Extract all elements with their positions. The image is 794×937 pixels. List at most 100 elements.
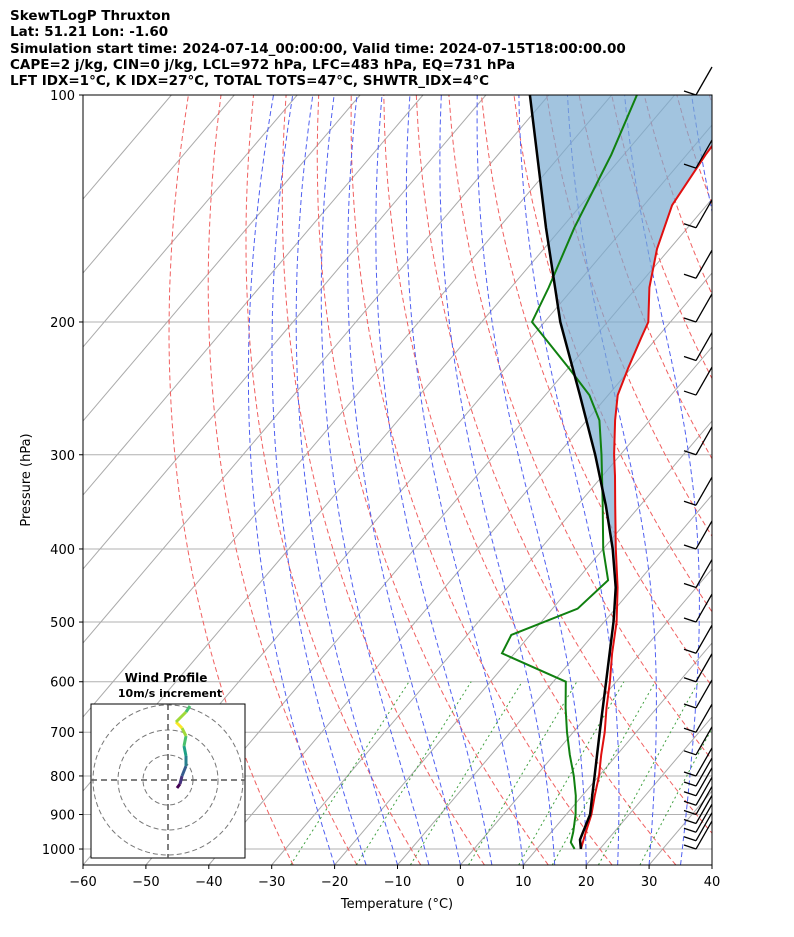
isotherm-line	[334, 420, 712, 865]
wind-barb	[695, 795, 713, 824]
dry-adiabat	[281, 95, 485, 865]
wind-barb	[695, 199, 713, 229]
chart-header: SkewTLogP Thruxton Lat: 51.21 Lon: -1.60…	[10, 8, 626, 89]
wind-barb	[695, 786, 713, 815]
wind-barb-flag	[683, 450, 697, 456]
wind-barb-flag	[683, 771, 697, 777]
hodograph-segment	[184, 705, 192, 713]
x-tick-label: 20	[578, 875, 595, 890]
wind-barb-flag	[683, 90, 697, 96]
moist-adiabat	[405, 95, 524, 865]
wind-barb	[695, 139, 713, 169]
wind-barb-flag	[683, 390, 697, 396]
x-tick-label: −10	[384, 875, 411, 890]
dry-adiabat	[448, 95, 712, 761]
dry-adiabat	[245, 95, 422, 865]
dry-adiabat	[316, 95, 549, 865]
wind-barb	[695, 593, 713, 623]
hodograph-segment	[182, 745, 188, 757]
wind-barb	[695, 476, 713, 506]
wind-barb	[695, 426, 713, 456]
dry-adiabat	[578, 95, 712, 460]
wind-barb	[695, 366, 713, 396]
isotherm-line	[83, 95, 361, 422]
moist-adiabat	[347, 95, 461, 865]
wind-profile-inset: Wind Profile 10m/s increment	[90, 671, 246, 859]
hodograph-segment	[174, 710, 188, 724]
wind-barbs	[683, 66, 713, 850]
y-tick-label: 200	[50, 316, 75, 331]
hodograph-segment	[180, 727, 188, 737]
y-tick-label: 600	[50, 676, 75, 691]
y-tick-label: 500	[50, 616, 75, 631]
wind-barb-flag	[683, 500, 697, 506]
isotherm-line	[460, 568, 712, 865]
wind-barb	[695, 757, 713, 787]
parcel-line	[528, 95, 617, 850]
wind-barb-flag	[683, 818, 697, 825]
y-tick-label: 100	[50, 89, 75, 104]
x-tick-label: 0	[456, 875, 464, 890]
x-tick-label: 40	[704, 875, 721, 890]
moist-adiabat	[271, 95, 367, 865]
wind-barb-flag	[683, 800, 697, 806]
wind-barb	[695, 726, 713, 756]
dry-adiabat	[708, 95, 712, 106]
temperature-line	[579, 144, 712, 850]
wind-barb	[695, 559, 713, 588]
y-tick-label: 300	[50, 449, 75, 464]
moist-adiabat	[375, 95, 493, 865]
wind-barb-flag	[683, 791, 697, 797]
wind-barb-flag	[683, 355, 697, 362]
wind-barb-flag	[683, 223, 697, 229]
wind-barb-flag	[683, 703, 697, 709]
time-text: Simulation start time: 2024-07-14_00:00:…	[10, 40, 626, 57]
x-tick-label: −40	[195, 875, 222, 890]
y-tick-label: 800	[50, 770, 75, 785]
indices-text-2: LFT IDX=1°C, K IDX=27°C, TOTAL TOTS=47°C…	[10, 73, 490, 90]
dry-adiabat	[676, 95, 712, 206]
cape-shading	[529, 95, 712, 611]
wind-barb	[695, 66, 713, 96]
isotherm-line	[711, 864, 712, 865]
wind-barb-flag	[683, 844, 697, 850]
mixing-ratio-line	[468, 681, 578, 865]
x-tick-label: 10	[515, 875, 532, 890]
wind-barb	[695, 520, 713, 550]
y-tick-label: 700	[50, 726, 75, 741]
isotherm-line	[83, 95, 235, 274]
wind-barb-flag	[683, 544, 697, 550]
wind-barb-flag	[683, 727, 697, 733]
dry-adiabat	[168, 95, 294, 865]
wind-barb-flag	[683, 648, 697, 654]
wind-barb-flag	[683, 836, 697, 842]
isotherm-line	[83, 95, 487, 570]
wind-barb-flag	[683, 827, 697, 833]
moist-adiabat	[476, 95, 587, 865]
location-text: Lat: 51.21 Lon: -1.60	[10, 24, 169, 41]
y-axis-label: Pressure (hPa)	[19, 433, 34, 526]
wind-barb-flag	[683, 617, 697, 623]
hodograph-segment	[175, 783, 182, 789]
wind-barb	[695, 803, 713, 833]
isotherm-line	[208, 272, 712, 865]
x-tick-label: 30	[641, 875, 658, 890]
wind-barb-flag	[683, 273, 697, 279]
hodograph-segment	[178, 775, 184, 785]
isotherm-line	[271, 346, 712, 865]
wind-barb	[695, 767, 713, 797]
moist-adiabat	[320, 95, 430, 865]
y-tick-label: 400	[50, 543, 75, 558]
wind-barb-flag	[683, 809, 697, 816]
hodograph-segment	[182, 735, 188, 747]
wind-barb-flag	[683, 582, 697, 589]
dry-adiabat	[415, 95, 712, 834]
moist-adiabat	[247, 95, 336, 865]
isotherm-line	[83, 95, 613, 718]
dry-adiabat	[350, 95, 613, 865]
wind-barb	[695, 653, 713, 683]
isotherm-line	[83, 95, 550, 644]
wind-barb	[695, 679, 713, 709]
dry-adiabat	[775, 95, 794, 865]
